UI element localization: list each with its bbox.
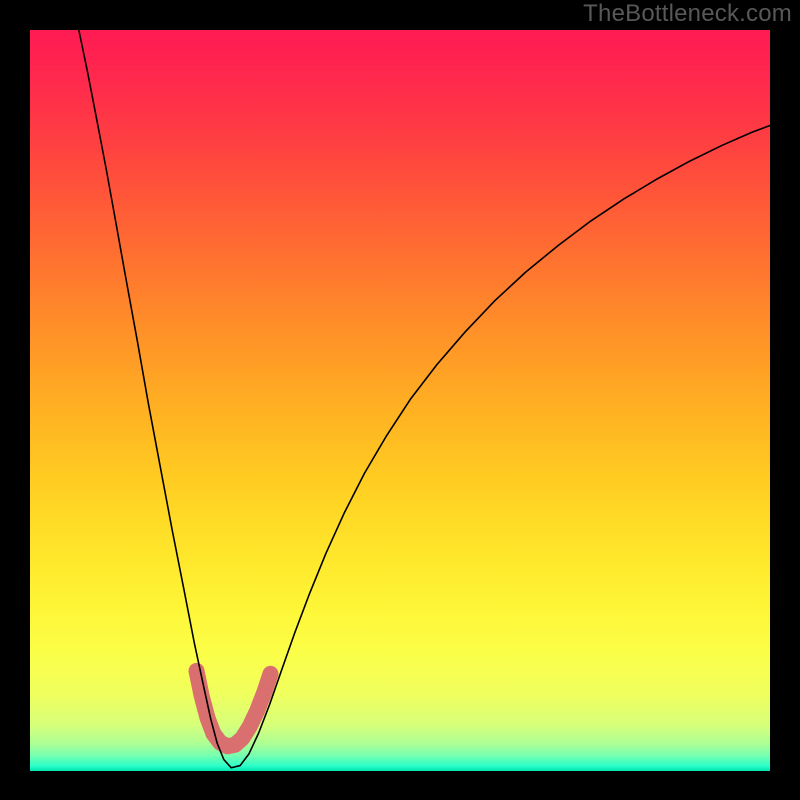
watermark-text: TheBottleneck.com [583,0,792,28]
bottleneck-chart [0,0,800,800]
gradient-background [0,0,800,800]
chart-container: TheBottleneck.com [0,0,800,800]
